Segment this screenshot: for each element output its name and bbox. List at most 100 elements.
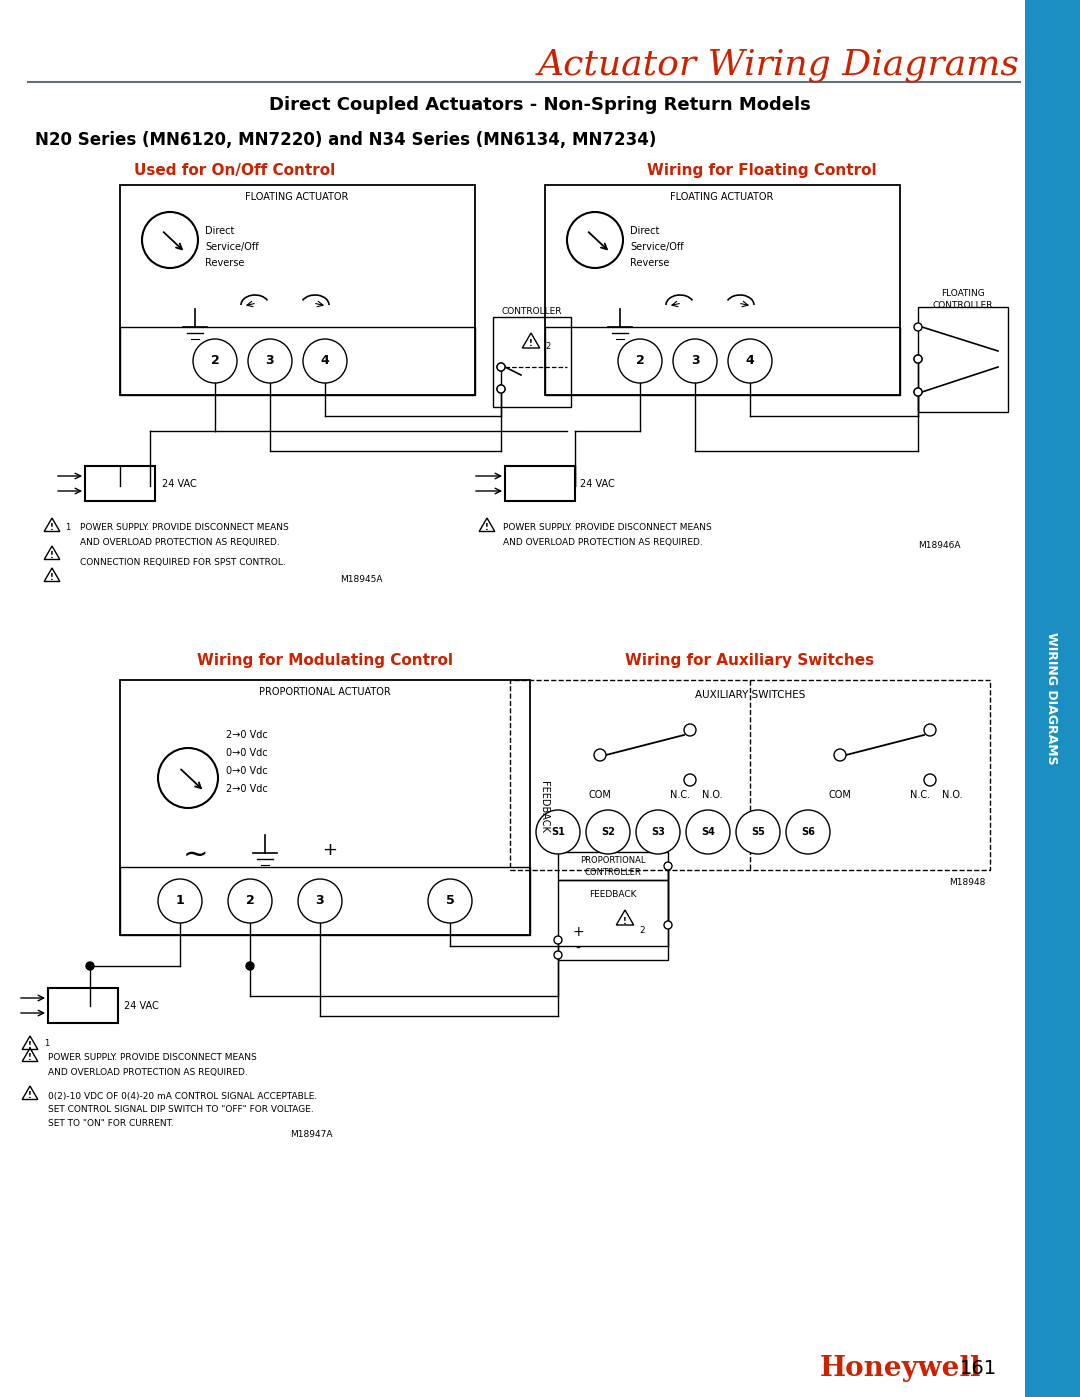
Text: Honeywell: Honeywell bbox=[820, 1355, 982, 1382]
Text: 2: 2 bbox=[545, 342, 550, 351]
Text: S1: S1 bbox=[551, 827, 565, 837]
Text: Reverse: Reverse bbox=[205, 258, 244, 268]
Circle shape bbox=[914, 388, 922, 395]
Text: 0(2)-10 VDC OF 0(4)-20 mA CONTROL SIGNAL ACCEPTABLE.: 0(2)-10 VDC OF 0(4)-20 mA CONTROL SIGNAL… bbox=[48, 1091, 318, 1101]
Text: Direct: Direct bbox=[205, 226, 234, 236]
Text: 24 VAC: 24 VAC bbox=[162, 479, 197, 489]
Bar bbox=[120, 868, 530, 935]
Circle shape bbox=[497, 363, 505, 372]
Circle shape bbox=[618, 339, 662, 383]
Text: COM: COM bbox=[828, 789, 851, 800]
Text: Wiring for Floating Control: Wiring for Floating Control bbox=[647, 162, 877, 177]
Circle shape bbox=[924, 774, 936, 787]
Circle shape bbox=[914, 388, 922, 395]
Text: !: ! bbox=[28, 1091, 32, 1101]
Circle shape bbox=[193, 339, 237, 383]
Text: Direct Coupled Actuators - Non-Spring Return Models: Direct Coupled Actuators - Non-Spring Re… bbox=[269, 96, 811, 115]
Text: 24 VAC: 24 VAC bbox=[124, 1002, 159, 1011]
Text: Actuator Wiring Diagrams: Actuator Wiring Diagrams bbox=[538, 47, 1020, 82]
Text: 2: 2 bbox=[245, 894, 255, 908]
Text: 1: 1 bbox=[176, 894, 185, 908]
Text: !: ! bbox=[28, 1053, 32, 1062]
Text: !: ! bbox=[28, 1041, 32, 1051]
Text: M18945A: M18945A bbox=[340, 576, 382, 584]
Bar bbox=[545, 327, 900, 395]
Text: 24 VAC: 24 VAC bbox=[580, 479, 615, 489]
Text: SET TO "ON" FOR CURRENT.: SET TO "ON" FOR CURRENT. bbox=[48, 1119, 174, 1129]
Circle shape bbox=[554, 951, 562, 958]
Text: FLOATING: FLOATING bbox=[941, 289, 985, 298]
Text: !: ! bbox=[485, 524, 489, 532]
Text: CONNECTION REQUIRED FOR SPST CONTROL.: CONNECTION REQUIRED FOR SPST CONTROL. bbox=[80, 557, 286, 567]
Bar bbox=[85, 467, 156, 502]
Bar bbox=[492, 317, 571, 407]
Circle shape bbox=[158, 747, 218, 807]
Circle shape bbox=[158, 879, 202, 923]
Text: CONTROLLER: CONTROLLER bbox=[933, 300, 994, 310]
Circle shape bbox=[914, 355, 922, 363]
Circle shape bbox=[786, 810, 831, 854]
Text: 3: 3 bbox=[266, 355, 274, 367]
Bar bbox=[1025, 0, 1080, 1397]
Bar bbox=[120, 680, 530, 935]
Text: AUXILIARY SWITCHES: AUXILIARY SWITCHES bbox=[694, 690, 806, 700]
Text: 3: 3 bbox=[691, 355, 700, 367]
Text: POWER SUPPLY. PROVIDE DISCONNECT MEANS: POWER SUPPLY. PROVIDE DISCONNECT MEANS bbox=[503, 524, 712, 532]
Circle shape bbox=[914, 323, 922, 331]
Text: FLOATING ACTUATOR: FLOATING ACTUATOR bbox=[245, 191, 349, 203]
Circle shape bbox=[636, 810, 680, 854]
Bar bbox=[558, 852, 669, 880]
Circle shape bbox=[664, 921, 672, 929]
Text: 4: 4 bbox=[745, 355, 754, 367]
Text: S3: S3 bbox=[651, 827, 665, 837]
Circle shape bbox=[497, 386, 505, 393]
Circle shape bbox=[673, 339, 717, 383]
Text: M18946A: M18946A bbox=[918, 542, 960, 550]
Text: Reverse: Reverse bbox=[630, 258, 670, 268]
Text: N20 Series (MN6120, MN7220) and N34 Series (MN6134, MN7234): N20 Series (MN6120, MN7220) and N34 Seri… bbox=[35, 131, 657, 149]
Bar bbox=[918, 307, 1008, 412]
Text: M18947A: M18947A bbox=[291, 1130, 333, 1139]
Text: FEEDBACK: FEEDBACK bbox=[590, 890, 637, 900]
Bar bbox=[558, 880, 669, 960]
Circle shape bbox=[567, 212, 623, 268]
Circle shape bbox=[686, 810, 730, 854]
Circle shape bbox=[248, 339, 292, 383]
Bar bbox=[48, 988, 118, 1023]
Circle shape bbox=[428, 879, 472, 923]
Text: PROPORTIONAL ACTUATOR: PROPORTIONAL ACTUATOR bbox=[259, 687, 391, 697]
Circle shape bbox=[554, 936, 562, 944]
Text: !: ! bbox=[50, 552, 54, 560]
Text: POWER SUPPLY. PROVIDE DISCONNECT MEANS: POWER SUPPLY. PROVIDE DISCONNECT MEANS bbox=[48, 1053, 257, 1063]
Circle shape bbox=[684, 724, 696, 736]
Text: S5: S5 bbox=[751, 827, 765, 837]
Circle shape bbox=[914, 355, 922, 363]
Circle shape bbox=[735, 810, 780, 854]
Text: !: ! bbox=[623, 916, 626, 925]
Text: 161: 161 bbox=[960, 1358, 997, 1377]
Circle shape bbox=[536, 810, 580, 854]
Text: 2→0 Vdc: 2→0 Vdc bbox=[226, 784, 268, 793]
Circle shape bbox=[141, 212, 198, 268]
Circle shape bbox=[303, 339, 347, 383]
Text: FLOATING ACTUATOR: FLOATING ACTUATOR bbox=[671, 191, 773, 203]
Text: Service/Off: Service/Off bbox=[630, 242, 684, 251]
Bar bbox=[120, 184, 475, 395]
Text: 4: 4 bbox=[321, 355, 329, 367]
Text: AND OVERLOAD PROTECTION AS REQUIRED.: AND OVERLOAD PROTECTION AS REQUIRED. bbox=[503, 538, 703, 546]
Text: 3: 3 bbox=[315, 894, 324, 908]
Circle shape bbox=[664, 862, 672, 870]
Bar bbox=[505, 467, 575, 502]
Text: 2: 2 bbox=[636, 355, 645, 367]
Circle shape bbox=[728, 339, 772, 383]
Circle shape bbox=[924, 724, 936, 736]
Text: +: + bbox=[323, 841, 337, 859]
Text: SET CONTROL SIGNAL DIP SWITCH TO "OFF" FOR VOLTAGE.: SET CONTROL SIGNAL DIP SWITCH TO "OFF" F… bbox=[48, 1105, 314, 1115]
Text: Service/Off: Service/Off bbox=[205, 242, 258, 251]
Bar bbox=[120, 327, 475, 395]
Text: 2: 2 bbox=[639, 926, 645, 935]
Text: 1: 1 bbox=[44, 1039, 50, 1049]
Circle shape bbox=[228, 879, 272, 923]
Text: CONTROLLER: CONTROLLER bbox=[584, 868, 642, 877]
Text: S4: S4 bbox=[701, 827, 715, 837]
